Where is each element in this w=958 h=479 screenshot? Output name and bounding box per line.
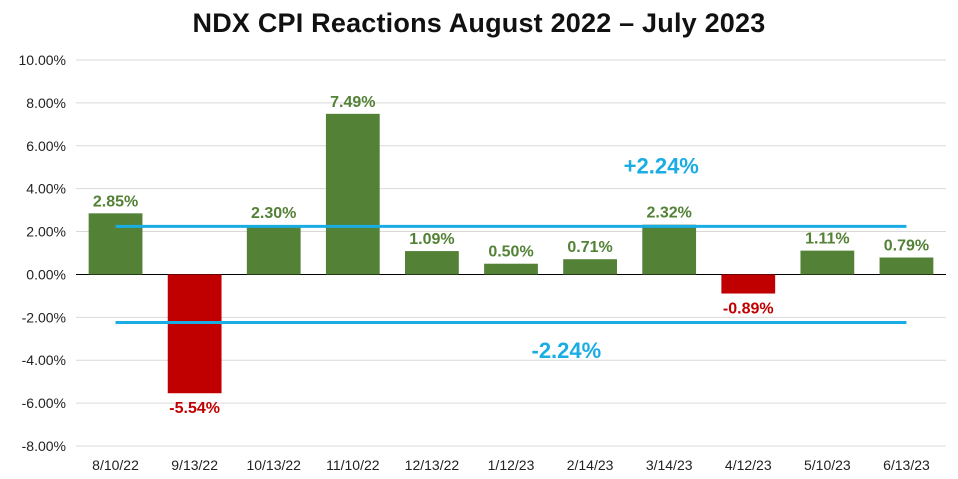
data-label: 1.11% xyxy=(805,231,849,248)
y-tick-label: -6.00% xyxy=(22,395,66,411)
data-label: 2.32% xyxy=(646,205,691,222)
bar xyxy=(879,257,934,275)
bar xyxy=(88,213,143,275)
bar xyxy=(325,113,380,275)
y-tick-label: 8.00% xyxy=(26,95,66,111)
x-tick-label: 1/12/23 xyxy=(488,457,535,473)
x-tick-label: 2/14/23 xyxy=(567,457,614,473)
x-tick-label: 3/14/23 xyxy=(646,457,693,473)
y-tick-label: 6.00% xyxy=(26,138,66,154)
x-tick-label: 11/10/22 xyxy=(326,457,380,473)
x-tick-label: 10/13/22 xyxy=(246,457,301,473)
data-label: 0.71% xyxy=(567,239,612,256)
y-tick-label: -2.00% xyxy=(22,309,66,325)
x-tick-label: 8/10/22 xyxy=(92,457,139,473)
bar xyxy=(167,274,222,394)
bar xyxy=(800,250,855,275)
y-tick-label: 4.00% xyxy=(26,181,66,197)
x-tick-label: 12/13/22 xyxy=(405,457,460,473)
reference-line-label: -2.24% xyxy=(532,338,602,363)
bar xyxy=(563,259,617,275)
chart-title: NDX CPI Reactions August 2022 – July 202… xyxy=(192,8,766,38)
y-tick-label: 2.00% xyxy=(26,224,66,240)
data-label: 2.85% xyxy=(93,193,138,210)
y-tick-label: 0.00% xyxy=(26,266,66,282)
data-label: 2.30% xyxy=(251,205,296,222)
data-label: 0.50% xyxy=(488,244,533,261)
bar xyxy=(405,251,459,275)
bar xyxy=(484,263,538,275)
x-tick-label: 6/13/23 xyxy=(883,457,930,473)
bar xyxy=(246,225,301,275)
x-tick-label: 9/13/22 xyxy=(171,457,218,473)
x-tick-label: 4/12/23 xyxy=(725,457,772,473)
bar xyxy=(642,224,697,275)
data-label: 0.79% xyxy=(884,238,929,255)
y-tick-label: -8.00% xyxy=(22,438,66,454)
reference-line-label: +2.24% xyxy=(624,154,699,179)
data-label: -0.89% xyxy=(723,301,774,318)
x-tick-label: 5/10/23 xyxy=(804,457,851,473)
data-label: -5.54% xyxy=(169,400,220,417)
y-tick-label: -4.00% xyxy=(22,352,66,368)
bar xyxy=(721,274,776,294)
data-label: 7.49% xyxy=(330,94,375,111)
y-tick-label: 10.00% xyxy=(19,52,66,68)
data-label: 1.09% xyxy=(409,231,454,248)
